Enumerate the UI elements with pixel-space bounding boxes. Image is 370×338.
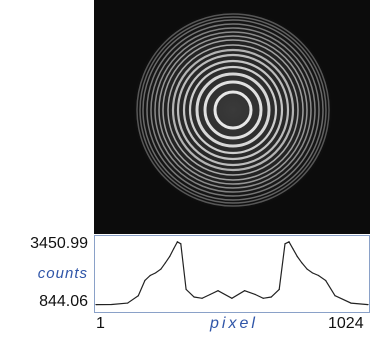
intensity-profile-plot (94, 235, 370, 313)
ring-10 (158, 35, 308, 185)
profile-point (254, 293, 256, 296)
profile-point (127, 302, 129, 304)
profile-point (288, 241, 290, 243)
profile-point (169, 255, 171, 258)
profile-point (350, 302, 352, 304)
ring-3 (195, 72, 271, 148)
profile-point (301, 262, 303, 264)
profile-point (137, 295, 139, 297)
profile-point (262, 297, 264, 299)
ring-8 (167, 44, 299, 176)
y-axis-max-label: 3450.99 (30, 235, 88, 252)
profile-point (334, 295, 336, 297)
ring-7 (171, 48, 295, 172)
profile-point (154, 272, 157, 274)
profile-point (185, 288, 187, 290)
ring-6 (176, 53, 290, 167)
profile-point (325, 279, 327, 282)
profile-point (292, 248, 294, 250)
ring-12 (150, 27, 316, 193)
ring-4 (188, 65, 278, 155)
profile-point (144, 279, 146, 282)
profile-point (306, 268, 308, 270)
profile-point (244, 290, 246, 292)
y-axis-min-label: 844.06 (39, 293, 88, 310)
profile-point (209, 293, 211, 296)
profile-point (193, 296, 195, 298)
profile-point (284, 243, 286, 245)
interference-rings-icon (133, 10, 333, 210)
profile-point (367, 303, 369, 306)
profile-point (95, 303, 97, 306)
interference-ring-image (94, 0, 370, 234)
profile-point (173, 248, 175, 250)
profile-point (296, 255, 298, 258)
profile-point (111, 303, 113, 306)
profile-point (217, 290, 219, 292)
ring-2 (203, 80, 263, 140)
ring-16 (136, 13, 330, 207)
ring-1 (213, 90, 253, 130)
ring-11 (154, 31, 312, 189)
ring-15 (139, 16, 327, 204)
profile-point (201, 297, 203, 299)
y-axis-name: counts (37, 265, 88, 282)
profile-svg (95, 240, 369, 306)
profile-point (311, 272, 314, 274)
profile-point (278, 288, 280, 290)
x-axis-max-label: 1024 (328, 315, 364, 332)
x-axis-name: pixel (210, 315, 258, 332)
profile-point (149, 274, 151, 277)
profile-point (231, 297, 233, 299)
profile-point (270, 296, 272, 298)
profile-series-line (95, 240, 369, 306)
ring-9 (162, 39, 304, 181)
profile-point (176, 241, 178, 243)
profile-point (317, 274, 320, 277)
ring-13 (146, 23, 320, 197)
profile-point (160, 268, 162, 270)
profile-point (180, 243, 182, 245)
ring-5 (182, 59, 284, 161)
profile-point (164, 262, 166, 264)
x-axis-min-label: 1 (96, 315, 105, 332)
ring-14 (142, 19, 324, 201)
